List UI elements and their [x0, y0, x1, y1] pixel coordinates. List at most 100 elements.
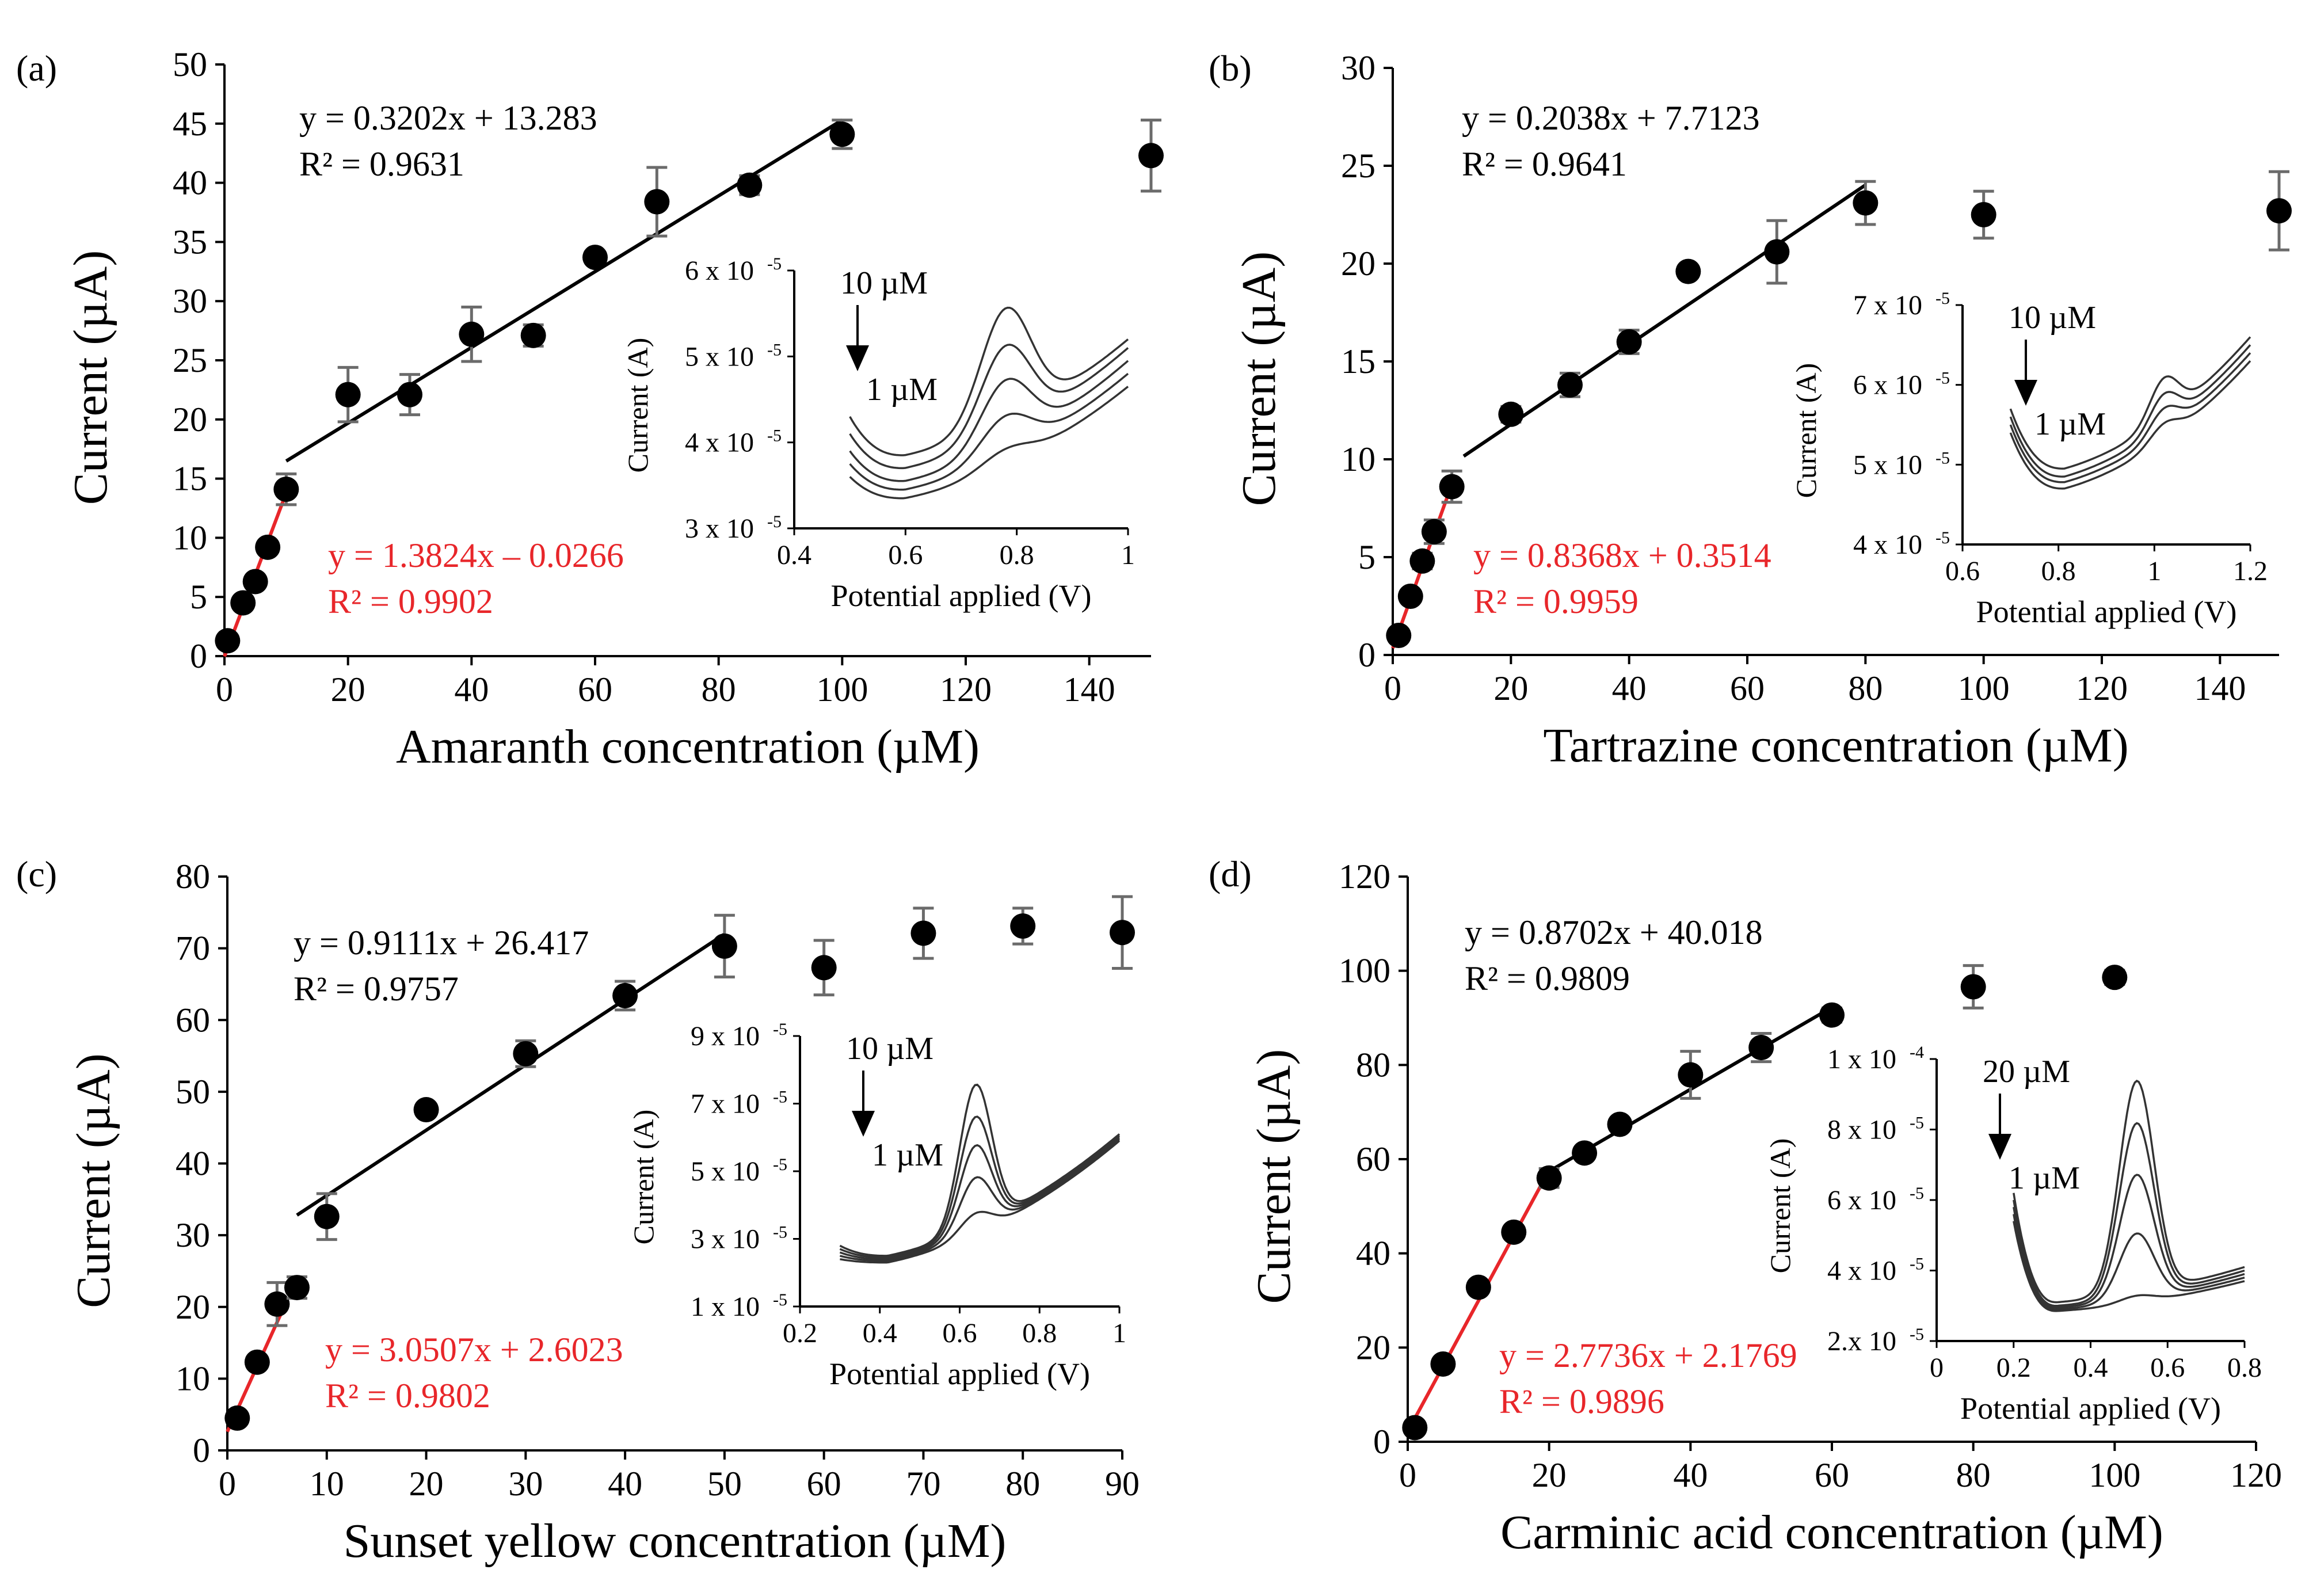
y-tick-label: 60: [176, 1001, 210, 1039]
inset-y-tick-label: 3 x 10: [685, 513, 754, 544]
y-tick-label: 20: [176, 1288, 210, 1326]
data-point: [224, 1405, 250, 1431]
x-tick-label: 100: [816, 671, 868, 709]
inset-y-tick-exponent: -5: [767, 254, 782, 273]
inset-x-tick-label: 0.4: [863, 1318, 897, 1349]
inset-x-tick-label: 0.6: [943, 1318, 977, 1349]
voltammogram-curve: [2009, 336, 2251, 470]
x-tick-label: 80: [1956, 1456, 1991, 1494]
fit-r2-low-range: R² = 0.9959: [1473, 582, 1639, 620]
inset-x-tick-label: 0.8: [1000, 540, 1034, 570]
data-point: [459, 321, 485, 347]
data-point: [644, 189, 670, 215]
voltammogram-curve: [2013, 1122, 2245, 1307]
x-tick-label: 60: [807, 1465, 841, 1503]
voltammogram-curve: [2013, 1079, 2245, 1304]
x-tick-label: 0: [219, 1465, 236, 1503]
inset-y-tick-exponent: -4: [1910, 1043, 1924, 1062]
data-point: [1971, 202, 1996, 227]
fit-r2-low-range: R² = 0.9896: [1499, 1382, 1664, 1420]
arrow-bottom-label: 1 µM: [2009, 1160, 2080, 1196]
y-tick-label: 10: [1341, 440, 1376, 478]
fit-equation-low-range: y = 0.8368x + 0.3514: [1473, 536, 1771, 574]
data-point: [1607, 1111, 1633, 1137]
x-axis-title: Carminic acid concentration (µM): [1500, 1506, 2163, 1559]
data-point: [513, 1041, 539, 1066]
data-point: [335, 382, 361, 407]
x-tick-label: 50: [707, 1465, 742, 1503]
y-tick-label: 40: [1356, 1235, 1390, 1273]
y-tick-label: 80: [1356, 1046, 1390, 1084]
inset-voltammogram: 0.6 0.8 1 1.2 -5 4 x 10 -5 5 x 10 -5 6 x 10 -5 7 x …: [1790, 289, 2268, 629]
y-axis-title: Current (µA): [67, 1053, 120, 1308]
x-axis-title: Sunset yellow concentration (µM): [344, 1514, 1007, 1568]
inset-y-tick-label: 6 x 10: [1827, 1185, 1896, 1216]
y-tick-label: 0: [193, 1431, 210, 1469]
y-tick-label: 0: [1358, 636, 1376, 674]
inset-y-tick-exponent: -5: [767, 426, 782, 445]
data-point: [1572, 1140, 1598, 1166]
inset-x-tick-label: 1: [1112, 1318, 1126, 1349]
inset-y-tick-exponent: -5: [773, 1020, 787, 1039]
data-point: [1110, 920, 1135, 946]
y-tick-label: 10: [176, 1359, 210, 1397]
arrow-top-label: 10 µM: [846, 1031, 933, 1066]
x-tick-label: 70: [906, 1465, 940, 1503]
inset-voltammogram: 0 0.2 0.4 0.6 0.8 -5 2.x 10 -5 4 x 10 -5 6 x 10 -5 8…: [1764, 1043, 2262, 1426]
panel-b: (b) 0 20 40 60 80 100 120 140 0 5 10 15 20 25 30 Tartraz…: [1209, 48, 2292, 772]
panel-label: (b): [1209, 48, 1252, 89]
data-point: [1498, 401, 1524, 427]
inset-x-tick-label: 0.4: [777, 540, 811, 570]
data-point: [1138, 143, 1164, 169]
data-point: [811, 955, 837, 981]
inset-x-tick-label: 1: [1121, 540, 1135, 570]
fit-r2-low-range: R² = 0.9802: [325, 1377, 490, 1415]
fit-equation-low-range: y = 2.7736x + 2.1769: [1499, 1336, 1797, 1374]
inset-y-tick-exponent: -5: [773, 1223, 787, 1242]
y-tick-label: 10: [173, 519, 207, 557]
inset-y-tick-label: 4 x 10: [1827, 1256, 1896, 1286]
inset-y-tick-label: 6 x 10: [685, 256, 754, 286]
fit-r2-high-range: R² = 0.9809: [1465, 959, 1630, 997]
data-point: [1421, 519, 1447, 544]
inset-y-tick-label: 1 x 10: [1827, 1044, 1896, 1075]
fit-line-high-range: [296, 932, 726, 1217]
arrow-bottom-label: 1 µM: [872, 1137, 943, 1173]
data-point: [1853, 190, 1879, 216]
voltammogram-curve: [2013, 1174, 2245, 1309]
data-point: [413, 1097, 439, 1123]
data-point: [829, 121, 855, 147]
fit-equation-high-range: y = 0.2038x + 7.7123: [1462, 99, 1760, 137]
x-tick-label: 0: [1399, 1456, 1416, 1494]
data-point: [284, 1275, 310, 1301]
arrow-top-label: 10 µM: [2009, 300, 2096, 336]
x-tick-label: 40: [608, 1465, 642, 1503]
inset-x-axis-title: Potential applied (V): [829, 1357, 1090, 1391]
inset-y-tick-exponent: -5: [773, 1290, 787, 1309]
x-tick-label: 60: [1730, 669, 1765, 707]
data-point: [1819, 1002, 1845, 1028]
fit-r2-high-range: R² = 0.9631: [299, 145, 464, 183]
y-tick-label: 40: [173, 164, 207, 202]
x-tick-label: 120: [940, 671, 992, 709]
panel-a: (a) 0 20 40 60 80 100 120 140 0 5 10 15 20 25 30 35 40 45 5…: [16, 45, 1164, 774]
y-tick-label: 100: [1339, 952, 1390, 990]
y-tick-label: 60: [1356, 1140, 1390, 1178]
y-tick-label: 50: [173, 45, 207, 83]
arrow-bottom-label: 1 µM: [866, 372, 938, 407]
data-point: [1536, 1165, 1562, 1191]
voltammogram-curve: [840, 1140, 1121, 1264]
inset-y-axis-title: Current (A): [1764, 1138, 1796, 1274]
data-point: [230, 590, 256, 616]
inset-x-tick-label: 0.2: [783, 1318, 817, 1349]
inset-y-tick-label: 4 x 10: [1853, 530, 1922, 560]
data-point: [1960, 974, 1986, 1000]
panel-c: (c) 0 10 20 30 40 50 60 70 80 90 0 10 20 30 40 50 60 70 80 S…: [16, 854, 1140, 1568]
x-tick-label: 80: [1848, 669, 1883, 707]
inset-x-tick-label: 0.8: [2041, 556, 2076, 586]
inset-voltammogram: 0.4 0.6 0.8 1 -5 3 x 10 -5 4 x 10 -5 5 x 10 -5 6 x …: [622, 254, 1135, 613]
inset-x-axis-title: Potential applied (V): [1976, 595, 2237, 629]
y-tick-label: 25: [173, 341, 207, 379]
y-tick-label: 20: [173, 401, 207, 439]
